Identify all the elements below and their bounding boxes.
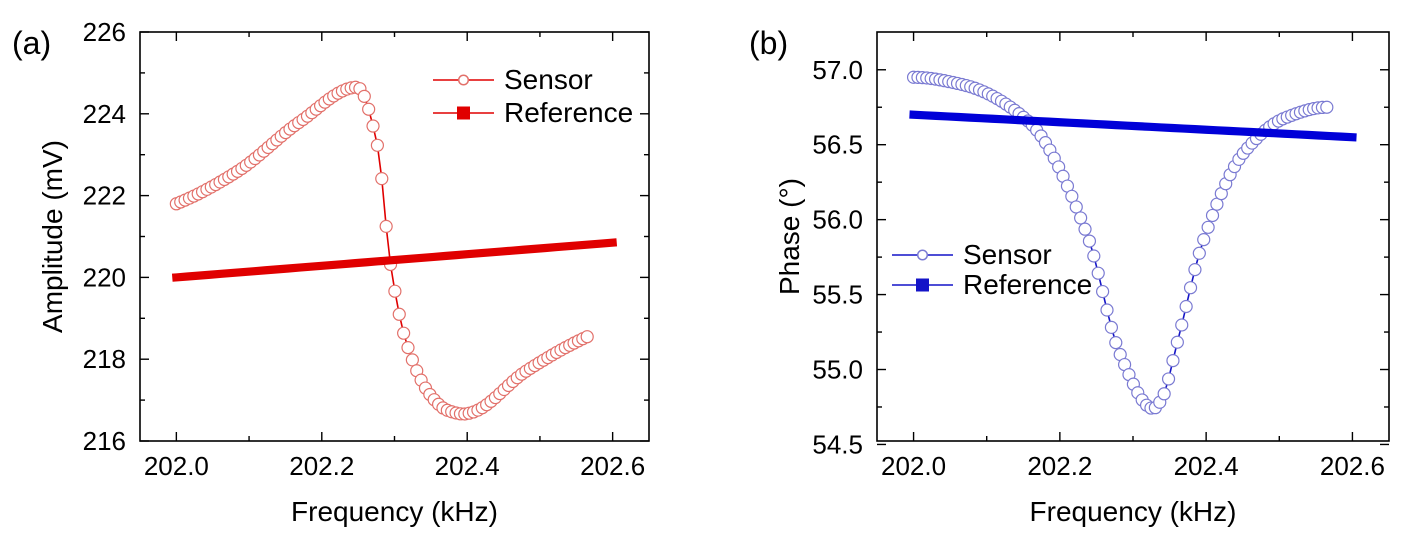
svg-text:56.5: 56.5 [812,130,863,160]
svg-text:202.6: 202.6 [1320,451,1385,481]
svg-text:226: 226 [83,17,126,47]
svg-text:224: 224 [83,99,126,129]
svg-text:Amplitude (mV): Amplitude (mV) [37,140,68,333]
svg-text:56.0: 56.0 [812,205,863,235]
svg-text:202.6: 202.6 [580,451,645,481]
svg-text:(a): (a) [12,25,51,61]
svg-text:202.2: 202.2 [289,451,354,481]
svg-text:202.4: 202.4 [435,451,500,481]
svg-text:202.2: 202.2 [1027,451,1092,481]
svg-text:216: 216 [83,426,126,456]
svg-text:55.5: 55.5 [812,280,863,310]
svg-text:Phase (°): Phase (°) [774,178,805,295]
svg-text:Reference: Reference [504,97,633,128]
svg-text:222: 222 [83,181,126,211]
svg-text:218: 218 [83,344,126,374]
svg-text:202.0: 202.0 [144,451,209,481]
svg-text:Sensor: Sensor [504,64,593,95]
svg-text:220: 220 [83,262,126,292]
svg-text:202.0: 202.0 [881,451,946,481]
svg-text:Sensor: Sensor [963,239,1052,270]
svg-text:Frequency (kHz): Frequency (kHz) [1030,496,1237,527]
svg-text:Frequency (kHz): Frequency (kHz) [291,496,498,527]
svg-text:Reference: Reference [963,269,1092,300]
svg-text:55.0: 55.0 [812,355,863,385]
svg-text:(b): (b) [749,25,788,61]
svg-text:54.5: 54.5 [812,429,863,459]
svg-text:202.4: 202.4 [1174,451,1239,481]
svg-text:57.0: 57.0 [812,55,863,85]
